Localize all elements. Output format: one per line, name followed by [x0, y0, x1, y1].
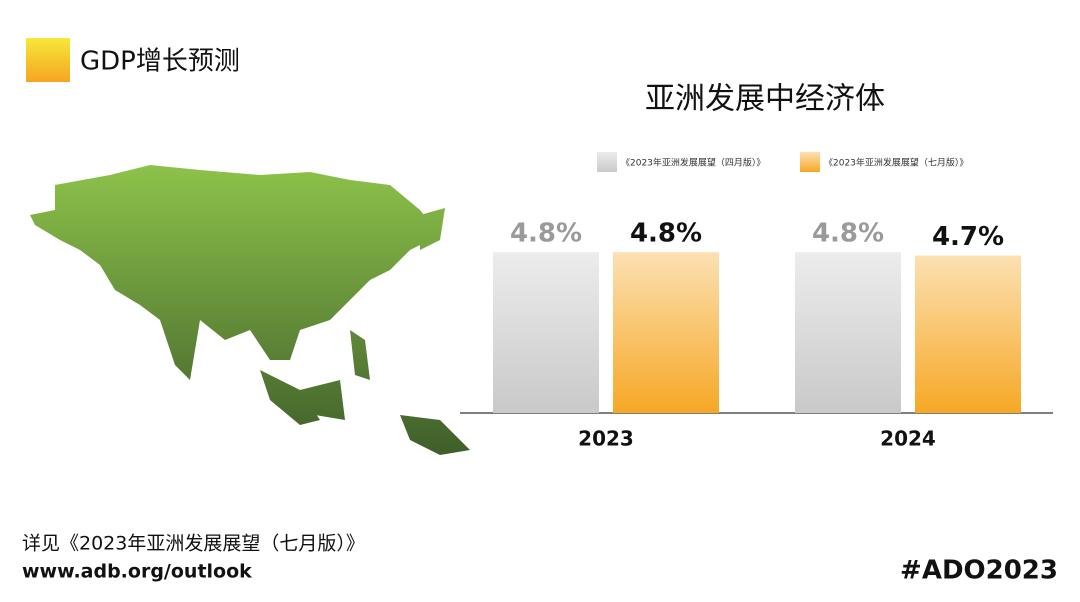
x-tick-label: 2023 [578, 427, 634, 451]
value-label: 4.8% [630, 219, 702, 249]
chart-title: 亚洲发展中经济体 [645, 82, 885, 117]
footer-note: 详见《2023年亚洲发展展望（七月版）》 [22, 533, 365, 555]
bar [493, 252, 599, 413]
bar [915, 255, 1021, 413]
asia-map [30, 165, 470, 455]
legend-label: 《2023年亚洲发展展望（四月版）》 [621, 157, 765, 169]
value-label: 4.8% [510, 219, 582, 249]
legend-swatch [597, 152, 617, 172]
legend-label: 《2023年亚洲发展展望（七月版）》 [824, 157, 968, 169]
x-tick-label: 2024 [880, 427, 936, 451]
value-label: 4.8% [812, 219, 884, 249]
footer-url: www.adb.org/outlook [22, 561, 252, 583]
badge-swatch [26, 38, 70, 82]
badge-title: GDP增长预测 [80, 47, 240, 77]
value-label: 4.7% [932, 222, 1004, 252]
hashtag: #ADO2023 [900, 556, 1058, 586]
legend-swatch [800, 152, 820, 172]
bar [613, 252, 719, 413]
bar [795, 252, 901, 413]
